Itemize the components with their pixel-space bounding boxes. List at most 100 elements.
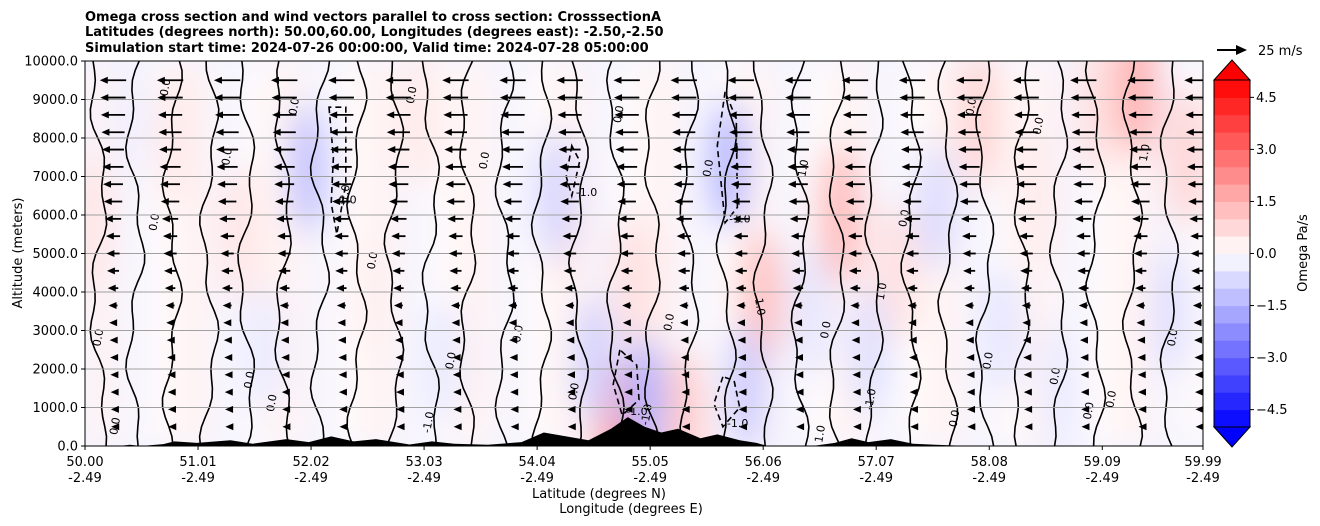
colorbar-segment bbox=[1214, 236, 1250, 254]
wind-vector bbox=[899, 94, 925, 102]
wind-vector bbox=[1022, 319, 1031, 327]
wind-vector bbox=[334, 232, 349, 240]
wind-vector bbox=[333, 215, 350, 223]
colorbar-segment bbox=[1214, 132, 1250, 150]
wind-vector bbox=[624, 388, 633, 396]
wind-vector bbox=[786, 146, 809, 154]
x-tick-label-lon: -2.49 bbox=[407, 471, 441, 486]
wind-vector bbox=[963, 267, 976, 275]
contour-label: 0.0 bbox=[477, 151, 493, 170]
wind-vector bbox=[613, 76, 640, 84]
wind-vector bbox=[282, 405, 291, 413]
wind-vector bbox=[786, 128, 810, 136]
wind-vector bbox=[898, 76, 926, 84]
wind-vector bbox=[955, 76, 983, 84]
wind-vector bbox=[166, 336, 175, 344]
wind-vector bbox=[1070, 76, 1097, 84]
wind-vector bbox=[444, 146, 467, 154]
wind-vector bbox=[621, 284, 632, 292]
wind-vector bbox=[852, 405, 861, 413]
wind-vector bbox=[790, 232, 806, 240]
wind-vector bbox=[161, 215, 179, 223]
wind-vector bbox=[1127, 76, 1154, 84]
wind-vector bbox=[222, 301, 232, 309]
wind-vector bbox=[841, 76, 869, 84]
omega-positive-zone bbox=[661, 349, 706, 446]
colorbar-segment bbox=[1214, 80, 1250, 98]
colorbar-segment bbox=[1214, 305, 1250, 324]
wind-vector bbox=[615, 146, 638, 154]
wind-vector bbox=[794, 319, 803, 327]
wind-vector bbox=[280, 319, 289, 327]
colorbar-tick-label: −4.5 bbox=[1256, 403, 1288, 418]
contour-label: 1.0 bbox=[1137, 143, 1153, 162]
wind-vector bbox=[1014, 128, 1038, 136]
wind-vector bbox=[1135, 284, 1146, 292]
wind-vector bbox=[104, 215, 122, 223]
x-axis: 50.00-2.4951.01-2.4952.02-2.4953.03-2.49… bbox=[66, 446, 1222, 486]
wind-vector bbox=[1080, 371, 1089, 379]
wind-vector bbox=[852, 371, 861, 379]
wind-vector bbox=[671, 94, 697, 102]
wind-vector bbox=[1187, 180, 1203, 188]
wind-vector bbox=[1015, 146, 1038, 154]
wind-vector bbox=[386, 111, 411, 119]
colorbar-segment bbox=[1214, 288, 1250, 307]
omega-contour-negative bbox=[713, 375, 741, 429]
wind-vector bbox=[388, 180, 409, 188]
x-tick-label-lat: 54.04 bbox=[519, 455, 556, 470]
contour-label: 0.0 bbox=[700, 158, 716, 177]
wind-vector bbox=[106, 267, 120, 275]
wind-vector bbox=[672, 128, 696, 136]
wind-vector bbox=[213, 76, 241, 84]
wind-vector bbox=[103, 180, 123, 188]
wind-vector bbox=[1186, 146, 1203, 154]
wind-vector bbox=[730, 163, 752, 171]
wind-vector bbox=[510, 405, 519, 413]
contour-label: 1.0 bbox=[812, 424, 828, 443]
wind-vector bbox=[1193, 319, 1202, 327]
wind-vector bbox=[278, 267, 291, 275]
wind-vector bbox=[339, 405, 348, 413]
wind-vector bbox=[956, 111, 982, 119]
wind-vector bbox=[617, 198, 636, 206]
wind-vector bbox=[395, 336, 404, 344]
contour-label: 0.0 bbox=[818, 320, 834, 339]
wind-vector bbox=[903, 215, 921, 223]
colorbar-segment bbox=[1214, 340, 1250, 359]
colorbar-extend-max bbox=[1212, 59, 1252, 81]
wind-vector bbox=[1136, 319, 1145, 327]
wind-vector bbox=[557, 128, 582, 136]
wind-vector bbox=[167, 353, 176, 361]
y-tick-label: 9000.0 bbox=[33, 93, 79, 108]
wind-vector bbox=[168, 423, 177, 431]
wind-vector bbox=[559, 163, 581, 171]
wind-vector bbox=[618, 215, 635, 223]
wind-vector bbox=[844, 163, 866, 171]
wind-vector bbox=[729, 128, 753, 136]
wind-vector bbox=[966, 353, 975, 361]
wind-vector bbox=[329, 128, 353, 136]
wind-vector bbox=[1185, 128, 1203, 136]
wind-vector bbox=[336, 301, 346, 309]
colorbar-segment bbox=[1214, 392, 1250, 411]
colorbar-segment bbox=[1214, 149, 1250, 168]
x-tick-label-lat: 59.09 bbox=[1084, 455, 1121, 470]
chart-title-line-1: Omega cross section and wind vectors par… bbox=[85, 10, 661, 25]
contour-label: 0.0 bbox=[963, 97, 979, 116]
wind-vector bbox=[337, 336, 346, 344]
wind-vector bbox=[965, 319, 974, 327]
wind-vector bbox=[507, 284, 518, 292]
omega-negative-zone bbox=[915, 142, 956, 273]
wind-vector bbox=[960, 215, 978, 223]
wind-vector bbox=[103, 198, 123, 206]
contour-label: 0.0 bbox=[1103, 389, 1119, 408]
wind-vector bbox=[1071, 111, 1096, 119]
wind-vector bbox=[787, 163, 809, 171]
wind-vector bbox=[503, 198, 522, 206]
wind-vector bbox=[276, 215, 293, 223]
wind-vector bbox=[274, 180, 295, 188]
wind-vector bbox=[1019, 250, 1033, 257]
wind-vector bbox=[566, 371, 575, 379]
